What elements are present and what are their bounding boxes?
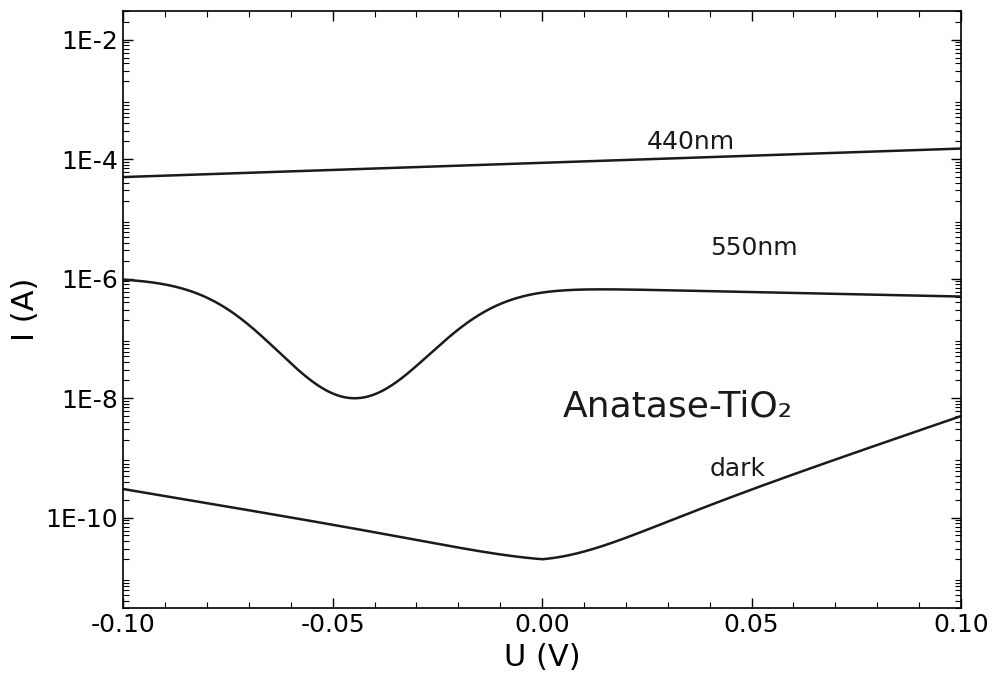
- Y-axis label: I (A): I (A): [11, 278, 40, 342]
- Text: 440nm: 440nm: [647, 130, 735, 154]
- Text: 550nm: 550nm: [710, 236, 797, 260]
- X-axis label: U (V): U (V): [504, 643, 580, 672]
- Text: dark: dark: [710, 457, 766, 481]
- Text: Anatase-TiO₂: Anatase-TiO₂: [563, 389, 793, 423]
